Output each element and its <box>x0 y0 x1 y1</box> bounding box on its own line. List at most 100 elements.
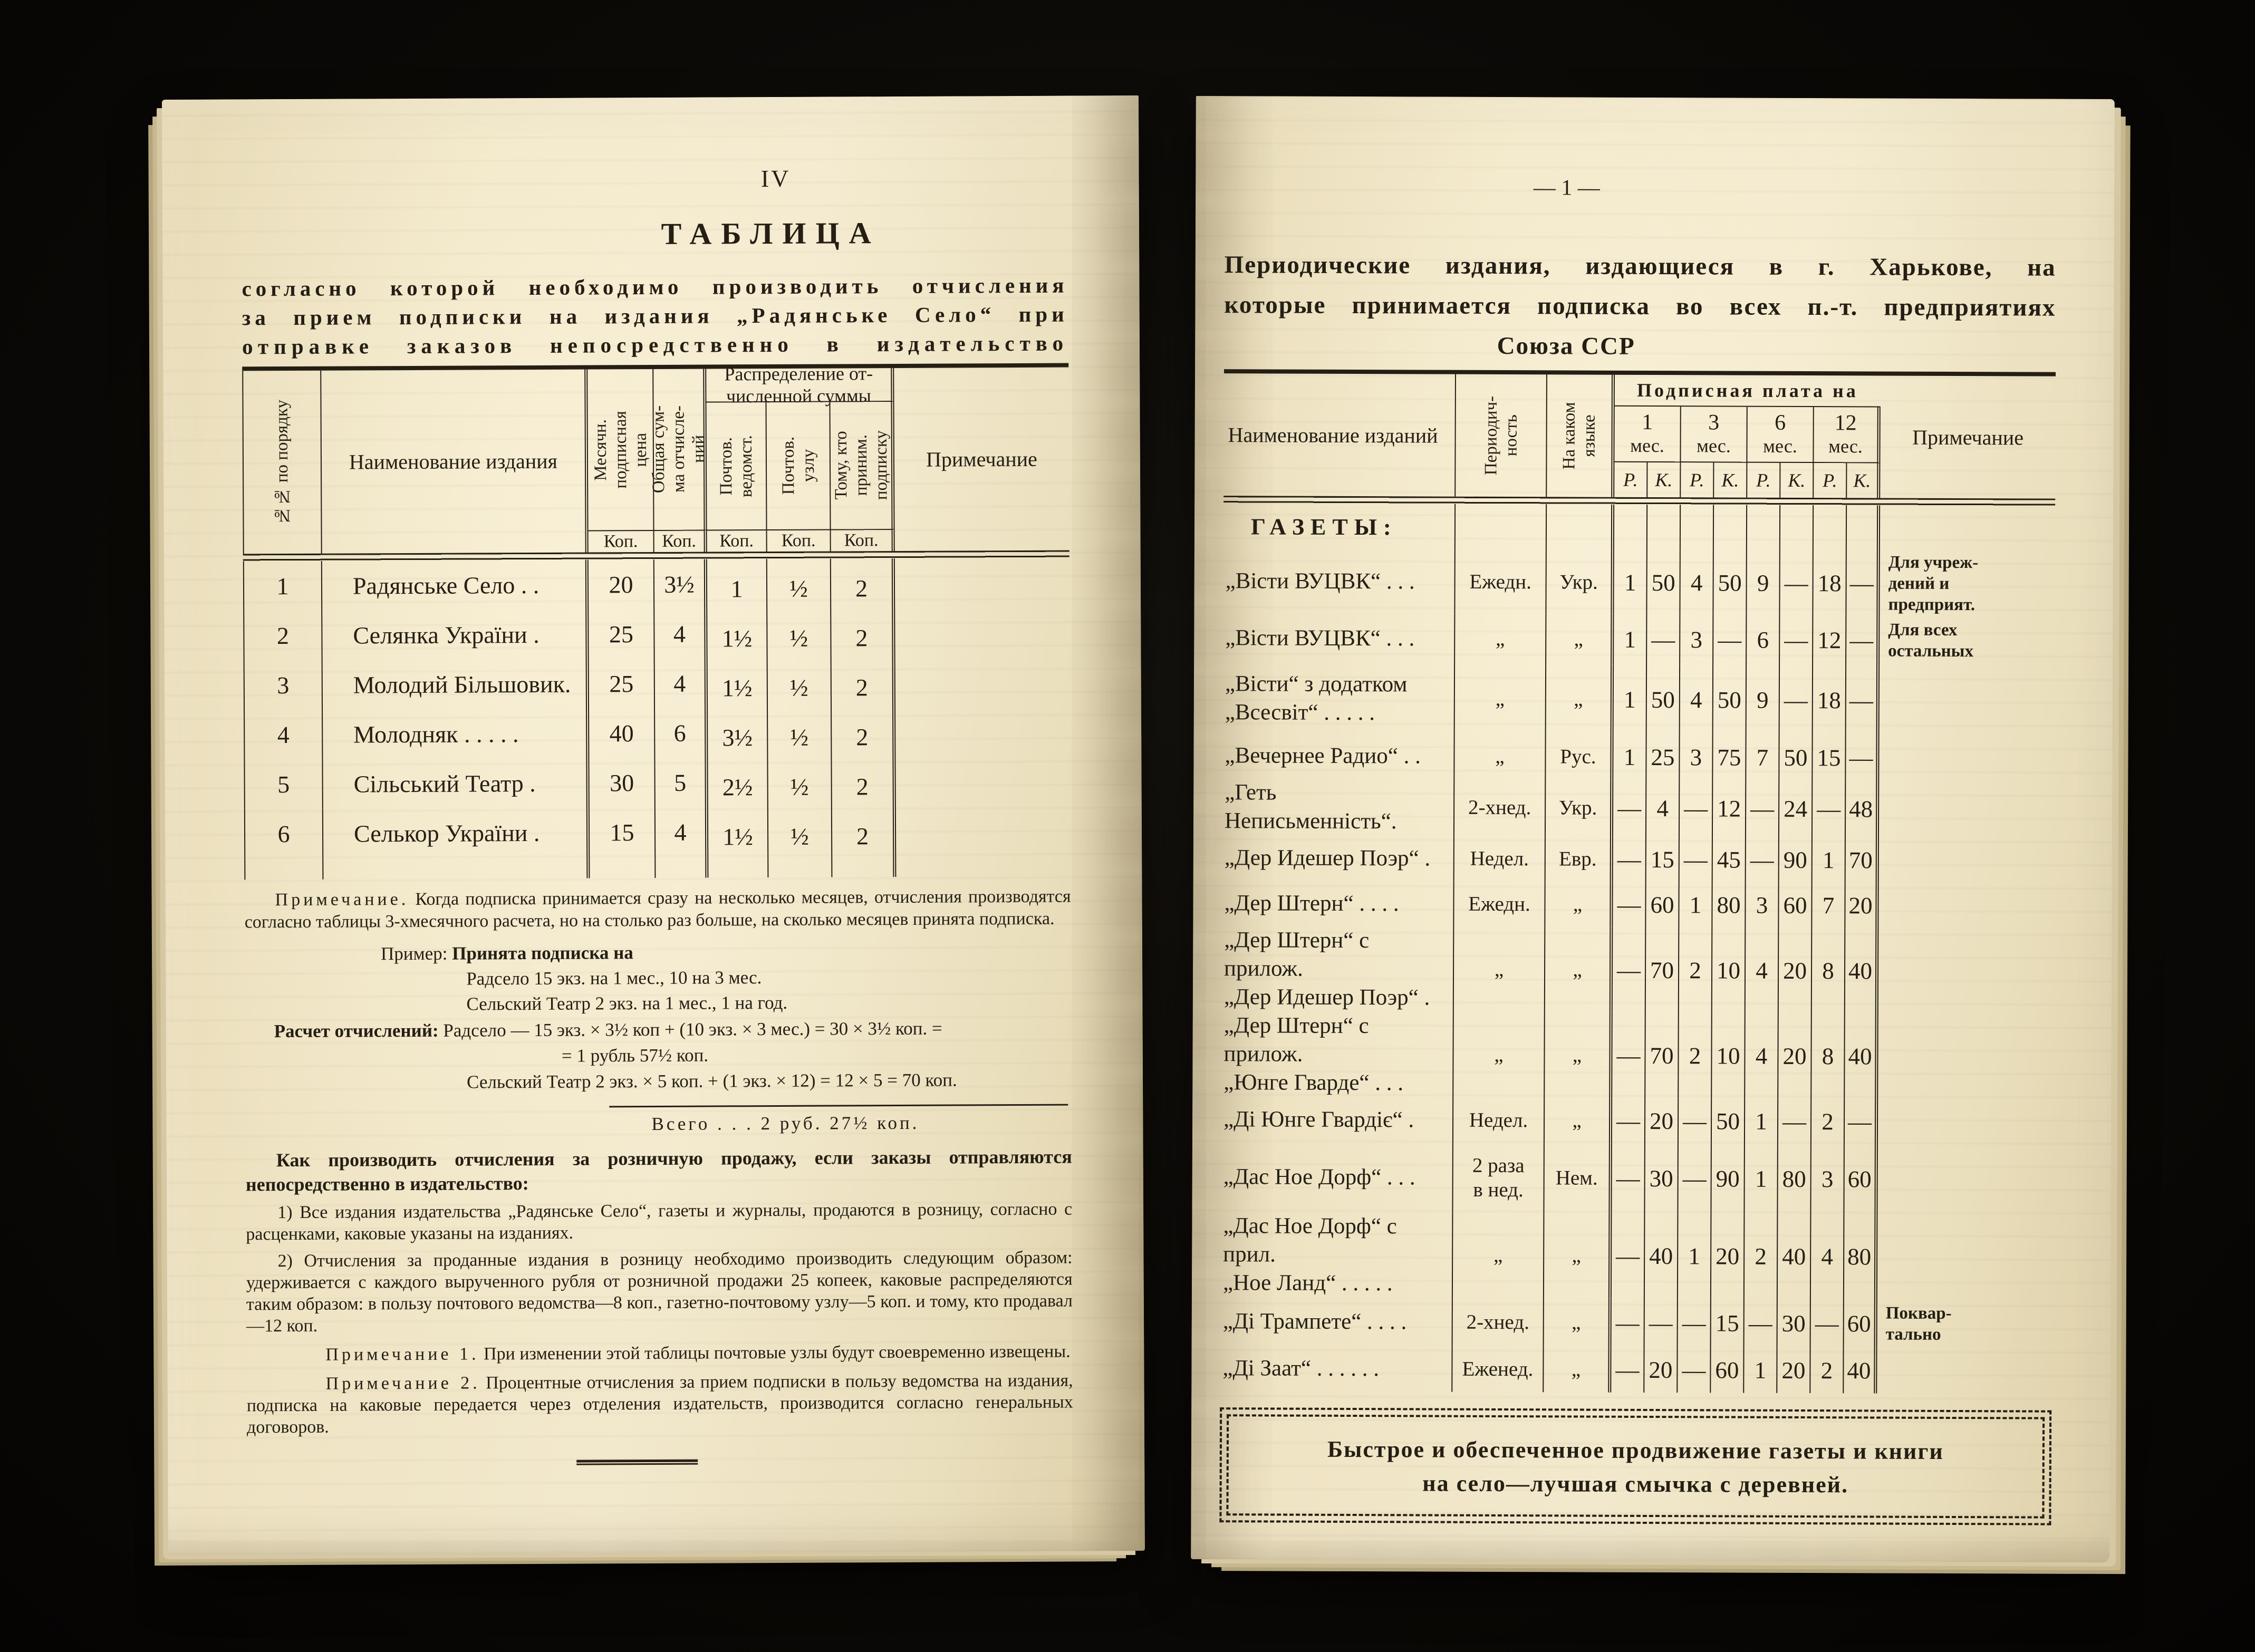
cell-price-3m-r: — <box>1678 1299 1711 1348</box>
column-header-total-deduction: Общая сум- ма отчисле- ний <box>649 369 708 530</box>
cell-language: „ <box>1544 1347 1612 1393</box>
cell-price-6m-r: 3 <box>1746 882 1779 928</box>
publication-name-line: „Дер Идешер Поэр“ . <box>1224 845 1431 871</box>
cell-price-12m-r: — <box>1810 1299 1844 1348</box>
cell-post-department: 1½ <box>708 807 769 857</box>
cell-number: 1 <box>243 561 323 611</box>
cell-price-6m-r: — <box>1746 780 1780 837</box>
point-1: 1) Все издания издательства „Радянське С… <box>246 1199 1073 1244</box>
cell-price-6m-r: 6 <box>1747 614 1780 665</box>
footnote-1: Примечание 1. При изменении этой таблицы… <box>246 1341 1073 1366</box>
month-number: 3 <box>1708 410 1720 435</box>
month-number: 1 <box>1642 410 1653 434</box>
publication-name-line: „Ді Заат“ . . . . . . <box>1222 1356 1380 1382</box>
right-page-content: — 1 — Периодические издания, издающиеся … <box>1191 96 2115 1562</box>
left-page-title: ТАБЛИЦА <box>661 216 881 251</box>
cell-price-6m-r: — <box>1746 837 1779 883</box>
cell-language: „ <box>1545 1012 1613 1098</box>
cell-post-department: 2½ <box>708 757 768 807</box>
calculation-text: Радсело — 15 экз. × 3½ коп + (10 экз. × … <box>443 1018 942 1041</box>
empty-cell <box>1747 505 1781 552</box>
cell-subscription-taker: 2 <box>832 707 896 757</box>
cell-note <box>896 806 1071 856</box>
cell-number: 2 <box>243 610 323 661</box>
cell-periodicity: 2-хнед. <box>1452 1298 1544 1347</box>
cell-price-12m-r: 7 <box>1812 883 1846 929</box>
empty-cell <box>1647 504 1681 552</box>
month-unit: мес. <box>1828 436 1863 457</box>
publication-name-line: „Дер Штерн“ . . . . <box>1224 891 1399 916</box>
cell-note <box>1880 665 2055 736</box>
cell-price-1m-k: 60 <box>1646 882 1680 928</box>
column-header-12-months: 12 мес. <box>1814 407 1881 463</box>
empty-cell <box>244 858 324 880</box>
cell-note: Для всех остальных <box>1888 620 1974 661</box>
cell-price-3m-k: 45 <box>1712 837 1746 883</box>
publication-name-line: „Дас Ное Дорф“ . . . <box>1223 1164 1415 1190</box>
cell-price-1m-r: 1 <box>1614 550 1647 614</box>
cell-price-3m-k: 60 <box>1711 1347 1745 1393</box>
cell-note <box>1879 780 2054 838</box>
empty-cell <box>1846 505 1881 552</box>
cell-language: „ <box>1544 1298 1612 1347</box>
cell-post-node: ½ <box>767 658 832 708</box>
slogan-line: Быстрое и обеспеченное продвижение газет… <box>1327 1436 1944 1464</box>
example-label: Пример: <box>380 943 448 964</box>
cell-number: 4 <box>244 709 323 760</box>
cell-price-3m-k: 10 <box>1712 928 1746 1013</box>
cell-publication-name: „Дас Ное Дорф“ с прил. „Ное Ланд“ . . . … <box>1220 1212 1453 1298</box>
cell-price-1m-r: — <box>1612 1012 1646 1098</box>
cell-price-6m-k: 60 <box>1779 882 1813 929</box>
footnote-text: При изменении этой таблицы почтовые узлы… <box>483 1341 1071 1364</box>
cell-price-3m-r: — <box>1679 780 1713 837</box>
cell-publication-name: „Ді Юнге Гвардіє“ . <box>1221 1097 1454 1143</box>
heading-line: Союза ССР <box>1497 332 1635 360</box>
cell-price-12m-k: — <box>1844 1099 1878 1145</box>
cell-periodicity: Ежедн. <box>1455 550 1547 614</box>
cell-price-12m-k: — <box>1846 615 1880 666</box>
cell-price-6m-k: 30 <box>1777 1299 1811 1348</box>
cell-note <box>895 657 1070 707</box>
right-page-heading: Периодические издания, издающиеся в г. Х… <box>1224 245 2056 368</box>
cell-price-12m-k: 70 <box>1845 837 1879 883</box>
cell-price-1m-k: 70 <box>1645 927 1680 1013</box>
cell-language: „ <box>1546 614 1614 665</box>
example-heading: Пример: Принята подписка на <box>381 941 1071 965</box>
cell-price-12m-r: 15 <box>1813 735 1846 781</box>
cell-note <box>1878 1013 2054 1099</box>
cell-note <box>1877 1348 2052 1394</box>
cell-price-1m-r: — <box>1613 779 1647 837</box>
unit-label-kop: Коп. <box>588 529 654 553</box>
unit-label-kop: Коп. <box>767 529 831 552</box>
empty-cell <box>896 855 1071 877</box>
cell-language: „ <box>1544 1213 1612 1299</box>
cell-price-3m-k: 15 <box>1711 1299 1745 1348</box>
cell-post-department: 1½ <box>707 658 768 708</box>
cell-price-12m-r: 18 <box>1813 665 1847 736</box>
cell-price-6m-r: — <box>1744 1299 1778 1348</box>
cell-post-node: ½ <box>768 806 833 857</box>
cell-price-1m-k: 50 <box>1646 664 1681 735</box>
cell-note <box>1877 1144 2052 1214</box>
cell-price-6m-k: 20 <box>1777 1347 1811 1394</box>
cell-price-6m-k: 20 <box>1778 1013 1812 1099</box>
column-header-6-months: 6 мес. <box>1747 407 1814 463</box>
cell-post-node: ½ <box>768 757 832 807</box>
empty-cell <box>1713 505 1748 552</box>
column-header-post-node: Почтов. узлу <box>766 402 831 530</box>
cell-total-deduction: 4 <box>654 608 708 659</box>
cell-price-12m-k: 40 <box>1844 1348 1877 1394</box>
column-header-subscription-taker: Тому, кто приним. подписку <box>830 402 895 529</box>
cell-price-3m-r: — <box>1679 837 1713 883</box>
cell-price-3m-r: 2 <box>1679 1013 1712 1099</box>
section-title-newspapers: ГАЗЕТЫ: <box>1223 503 1456 550</box>
cell-publication-name: Селькор України . <box>323 807 590 858</box>
calculation-label: Расчет отчислений: <box>274 1020 439 1042</box>
cell-price-1m-k: 50 <box>1647 550 1681 615</box>
cell-subscription-taker: 2 <box>831 558 895 608</box>
cell-price-6m-r: 9 <box>1747 551 1780 615</box>
cell-price-12m-k: 20 <box>1845 883 1879 929</box>
cell-monthly-price: 25 <box>589 608 655 659</box>
cell-subscription-taker: 2 <box>831 657 896 708</box>
cell-price-6m-r: 4 <box>1745 928 1779 1013</box>
